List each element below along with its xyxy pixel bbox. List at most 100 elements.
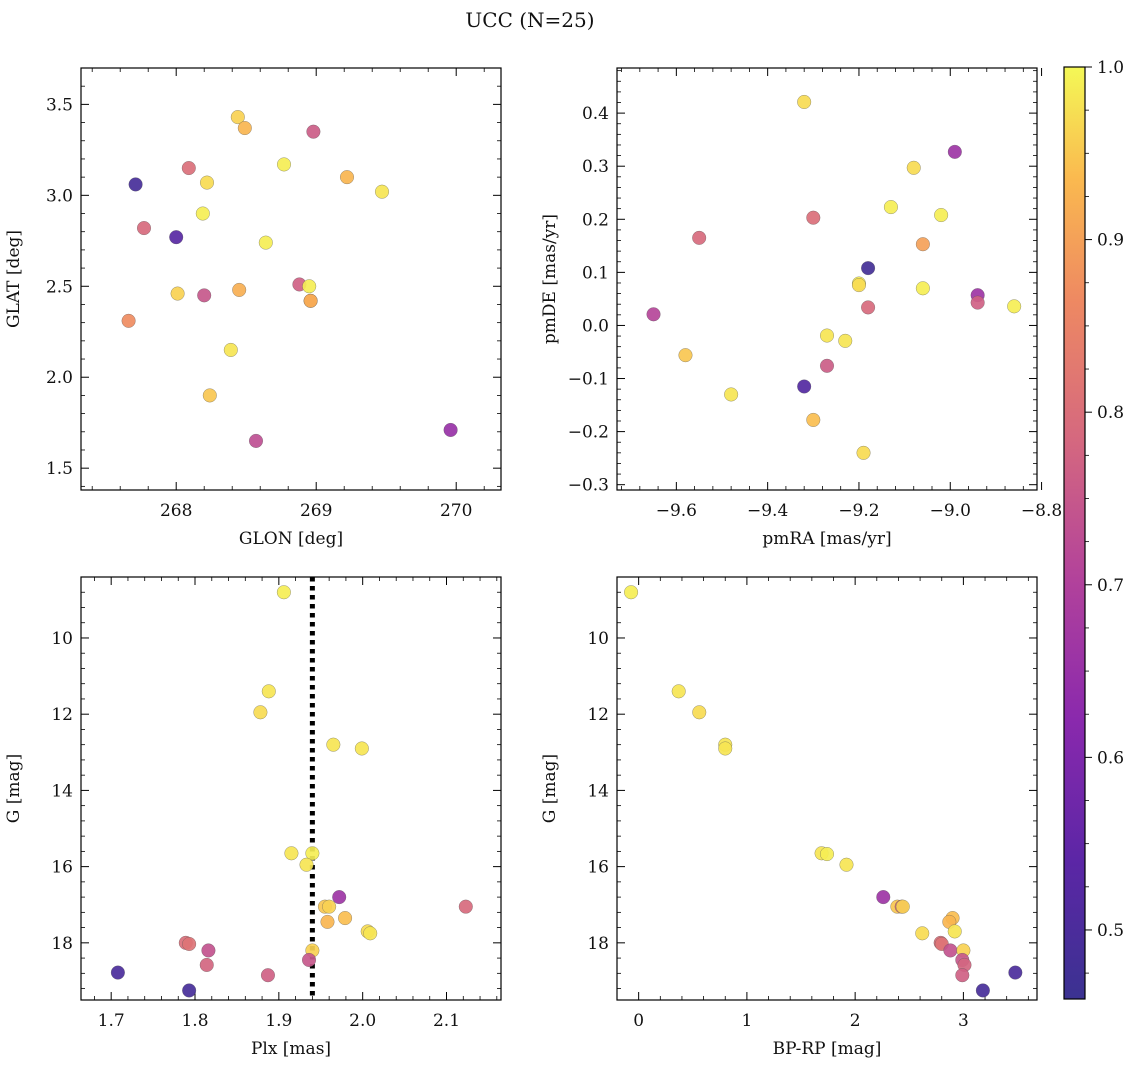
scatter-point [182, 936, 197, 952]
scatter-point [299, 857, 314, 872]
y-tick-label: 10 [51, 629, 73, 649]
scatter-point [861, 261, 876, 276]
scatter-point [199, 957, 214, 972]
y-tick-label: 14 [587, 781, 609, 801]
subplot-plx-g: 1.7 1.8 1.9 2.0 2.1 10 12 14 16 18 Plx [mas] G [mag… [4, 576, 502, 1059]
colorbar: 0.5 0.6 0.7 0.8 0.9 1.0 [1063, 58, 1124, 1000]
plot-frame [616, 576, 1038, 1001]
scatter-point [374, 184, 390, 199]
y-tick-label: 0.2 [582, 210, 609, 230]
y-tick-label: 2.5 [46, 277, 73, 297]
x-tick-label: 0 [633, 1011, 644, 1031]
y-tick-label: −0.3 [568, 476, 609, 496]
scatter-point [260, 968, 275, 983]
x-tick-label: 2.1 [433, 1011, 460, 1031]
scatter-point [197, 288, 212, 303]
x-tick-label: 1.8 [181, 1011, 208, 1031]
colorbar-tick-label: 0.8 [1097, 403, 1124, 423]
colorbar-tick-label: 0.6 [1097, 748, 1124, 768]
y-tick-label: 3.0 [46, 186, 73, 206]
colorbar-tick-label: 0.5 [1097, 921, 1124, 941]
scatter-point [237, 120, 252, 136]
scatter-point [883, 200, 898, 215]
scatter-point [301, 952, 317, 968]
scatter-point [338, 911, 353, 926]
scatter-point [201, 943, 216, 958]
scatter-point [806, 210, 821, 225]
scatter-point [947, 144, 962, 159]
scatter-point [819, 328, 835, 343]
scatter-point [363, 926, 378, 941]
y-tick-label: 0.3 [582, 157, 609, 177]
scatter-point [851, 278, 867, 293]
plot-frame [80, 67, 502, 491]
x-tick-label: 1 [741, 1011, 752, 1031]
scatter-point [934, 207, 949, 223]
scatter-point [692, 705, 707, 720]
x-axis-label: BP-RP [mag] [773, 1039, 882, 1059]
x-tick-label: 2 [850, 1011, 861, 1031]
scatter-point [970, 295, 985, 310]
scatter-point [302, 279, 317, 294]
scatter-point [671, 684, 686, 699]
scatter-point [915, 281, 930, 296]
scatter-point [797, 379, 812, 394]
scatter-point [195, 206, 210, 221]
y-tick-label: 2.0 [46, 368, 73, 388]
scatter-point [624, 585, 639, 600]
scatter-point [975, 983, 990, 998]
colorbar-tick-label: 0.9 [1097, 231, 1124, 251]
scatter-point [797, 94, 812, 110]
x-tick-label: −9.0 [930, 501, 971, 521]
scatter-point [1008, 965, 1023, 980]
y-tick-label: −0.1 [568, 370, 609, 390]
x-tick-label: −9.4 [747, 501, 788, 521]
plot-frame [80, 576, 502, 1001]
y-tick-label: 1.5 [46, 459, 73, 479]
scatter-point [170, 286, 185, 301]
y-tick-label: 10 [587, 629, 609, 649]
scatter-point [339, 170, 355, 185]
x-tick-label: 1.9 [265, 1011, 292, 1031]
scatter-point [276, 157, 292, 172]
y-axis-label: pmDE [mas/yr] [540, 214, 560, 344]
scatter-point [876, 890, 891, 905]
scatter-point [284, 846, 299, 861]
scatter-point [819, 358, 835, 373]
scatter-point [678, 348, 693, 363]
scatter-point [202, 388, 217, 403]
scatter-point [443, 422, 458, 438]
y-tick-label: 0.1 [582, 263, 609, 283]
scatter-point [806, 412, 821, 427]
scatter-point [128, 177, 143, 192]
y-tick-label: 0.0 [582, 316, 609, 336]
x-tick-label: −9.6 [656, 501, 697, 521]
scatter-point [322, 899, 337, 914]
figure-title: UCC (N=25) [465, 8, 594, 32]
y-tick-label: −0.2 [568, 423, 609, 443]
scatter-point [110, 965, 125, 980]
x-tick-label: 270 [440, 501, 472, 521]
x-tick-label: 3 [958, 1011, 969, 1031]
scatter-point [199, 175, 215, 190]
y-axis-label: G [mag] [540, 754, 560, 823]
x-tick-label: 268 [160, 501, 192, 521]
scatter-point [320, 914, 335, 929]
scatter-point [305, 846, 320, 861]
scatter-point [692, 230, 707, 245]
x-axis-label: pmRA [mas/yr] [762, 529, 891, 549]
scatter-point [136, 221, 152, 236]
scatter-point [943, 943, 958, 958]
scatter-point [718, 741, 733, 756]
scatter-point [169, 230, 184, 245]
y-tick-label: 12 [587, 705, 609, 725]
scatter-point [181, 160, 196, 176]
x-axis-label: GLON [deg] [239, 529, 343, 549]
scatter-point [121, 313, 136, 328]
y-tick-label: 12 [51, 705, 73, 725]
scatter-point [646, 307, 661, 322]
y-tick-label: 16 [587, 858, 609, 878]
scatter-point [838, 333, 853, 348]
scatter-point [895, 899, 910, 914]
